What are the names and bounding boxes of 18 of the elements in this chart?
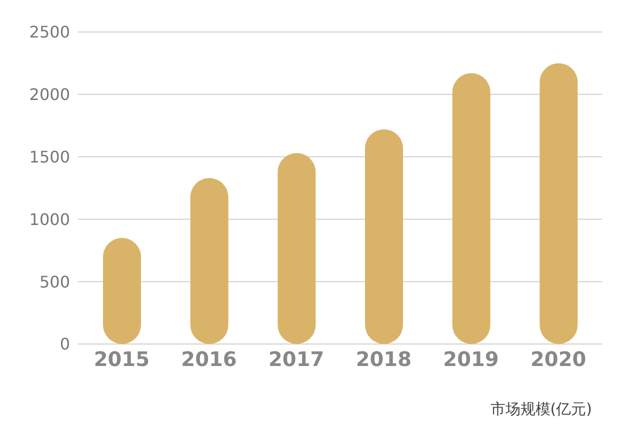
bar <box>452 73 490 344</box>
x-tick-label: 2017 <box>268 347 324 372</box>
text: 市场规模(亿元) <box>490 400 592 419</box>
bar <box>278 153 316 344</box>
x-tick-label: 2015 <box>94 347 150 372</box>
x-tick-label: 2016 <box>181 347 237 372</box>
y-tick-label: 2500 <box>29 22 70 42</box>
y-tick-label: 1000 <box>29 210 70 229</box>
x-tick-label: 2019 <box>443 347 499 372</box>
y-tick-label: 1500 <box>29 147 70 166</box>
bar <box>540 63 578 344</box>
x-tick-label: 2020 <box>530 347 586 372</box>
bar <box>365 129 403 344</box>
y-tick-label: 500 <box>39 272 70 292</box>
y-tick-label: 2000 <box>29 85 70 104</box>
y-tick-label: 0 <box>60 334 70 354</box>
bar <box>190 178 228 344</box>
x-tick-label: 2018 <box>356 347 412 372</box>
